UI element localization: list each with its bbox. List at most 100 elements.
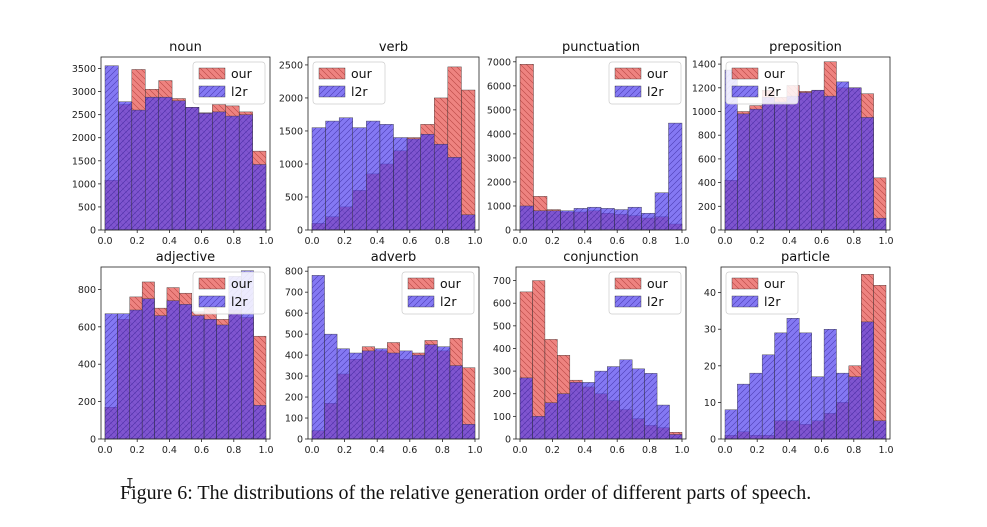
- l2r-bar-hatch: [786, 96, 800, 230]
- l2r-bar-hatch: [225, 116, 240, 230]
- y-tick-label: 200: [78, 397, 96, 408]
- l2r-bar-hatch: [434, 144, 448, 230]
- x-tick-label: 0.4: [162, 445, 177, 456]
- x-tick-label: 0.8: [642, 445, 657, 456]
- l2r-bar-hatch: [594, 371, 608, 439]
- y-tick-label: 600: [698, 154, 716, 165]
- l2r-bar-hatch: [212, 111, 226, 230]
- l2r-bar-hatch: [462, 424, 475, 439]
- x-tick-label: 0.8: [435, 236, 450, 247]
- l2r-bar-hatch: [560, 210, 574, 230]
- l2r-bar-hatch: [557, 393, 570, 439]
- x-tick-label: 1.0: [674, 236, 689, 247]
- l2r-bar-hatch: [105, 65, 119, 230]
- l2r-bar-hatch: [737, 384, 750, 439]
- x-tick-label: 0.6: [402, 445, 417, 456]
- legend-label-l2r: l2r: [764, 84, 781, 99]
- l2r-bar-hatch: [749, 373, 763, 439]
- y-tick-label: 0: [710, 226, 716, 237]
- y-tick-label: 2500: [72, 110, 96, 121]
- l2r-bar-hatch: [848, 376, 862, 439]
- l2r-bar-hatch: [873, 218, 886, 230]
- panel-particle: 0 10 20 30 40 0.0 0.2 0.4 0.6 0.8 1.0 particle our l2…: [704, 250, 894, 456]
- l2r-bar-hatch: [657, 405, 670, 439]
- l2r-bar-hatch: [228, 276, 242, 439]
- x-tick-label: 0.0: [97, 236, 112, 247]
- x-tick-label: 0.2: [130, 445, 145, 456]
- our-bar-hatch: [520, 64, 534, 230]
- l2r-bar-hatch: [412, 355, 425, 439]
- l2r-bar-hatch: [461, 214, 475, 230]
- l2r-bar-hatch: [669, 434, 682, 439]
- l2r-bar-hatch: [312, 275, 325, 439]
- y-tick-label: 700: [493, 276, 511, 287]
- y-tick-label: 400: [78, 360, 96, 371]
- l2r-bar-hatch: [811, 90, 825, 230]
- y-tick-label: 1500: [279, 126, 303, 137]
- y-tick-label: 400: [698, 178, 716, 189]
- our-bar-hatch: [461, 90, 475, 231]
- l2r-bar-hatch: [799, 332, 812, 439]
- x-tick-label: 0.0: [304, 236, 319, 247]
- l2r-bar-hatch: [447, 157, 462, 230]
- y-tick-label: 3500: [72, 64, 96, 75]
- legend: our l2r: [401, 271, 475, 315]
- panel-title: preposition: [769, 40, 842, 55]
- l2r-bar-hatch: [158, 97, 173, 230]
- panel-conjunction: 0 100 200 300 400 500 600 700 0.0 0.2 0.4 0.6 0.8 1.0…: [493, 250, 690, 456]
- legend-swatch-hatch-l2r: [199, 86, 225, 97]
- x-tick-label: 0.2: [337, 445, 352, 456]
- l2r-bar-hatch: [131, 110, 146, 230]
- l2r-bar-hatch: [252, 164, 266, 230]
- l2r-bar-hatch: [179, 304, 192, 439]
- legend-swatch-hatch-our: [199, 278, 225, 289]
- panel-title: conjunction: [563, 250, 638, 265]
- legend: our l2r: [312, 61, 386, 105]
- x-tick-label: 0.2: [750, 445, 765, 456]
- y-tick-label: 200: [493, 389, 511, 400]
- l2r-bar-hatch: [520, 205, 534, 230]
- y-tick-label: 800: [285, 267, 303, 278]
- our-bar-hatch: [462, 367, 475, 439]
- x-tick-label: 0.6: [194, 445, 209, 456]
- panel-title: adverb: [371, 250, 417, 265]
- l2r-bar-hatch: [142, 298, 155, 439]
- x-tick-label: 0.2: [545, 445, 560, 456]
- l2r-bar-hatch: [325, 121, 340, 230]
- legend: our l2r: [725, 271, 799, 315]
- x-tick-label: 1.0: [674, 445, 689, 456]
- l2r-bar-hatch: [532, 416, 545, 439]
- l2r-bar-hatch: [632, 368, 645, 439]
- x-tick-label: 0.4: [370, 445, 385, 456]
- l2r-bar-hatch: [117, 313, 130, 439]
- x-tick-label: 1.0: [878, 445, 893, 456]
- l2r-bar-hatch: [861, 117, 874, 230]
- x-tick-label: 0.8: [226, 445, 241, 456]
- l2r-bar-hatch: [253, 405, 266, 439]
- x-tick-label: 0.4: [162, 236, 177, 247]
- x-tick-label: 1.0: [467, 445, 482, 456]
- y-tick-label: 400: [285, 351, 303, 362]
- l2r-bar-hatch: [424, 344, 438, 439]
- y-tick-label: 0: [90, 226, 96, 237]
- y-tick-label: 40: [704, 288, 716, 299]
- l2r-bar-hatch: [105, 313, 118, 439]
- axes-frame: [720, 56, 891, 231]
- y-tick-label: 3000: [72, 87, 96, 98]
- x-tick-label: 0.2: [750, 236, 765, 247]
- y-tick-label: 600: [78, 322, 96, 333]
- legend-swatch-hatch-l2r: [319, 86, 345, 97]
- l2r-bar-hatch: [762, 97, 775, 230]
- y-tick-label: 300: [493, 367, 511, 378]
- panel-adjective: 0 200 400 600 800 0.0 0.2 0.4 0.6 0.8 1.0 adjective…: [78, 250, 274, 456]
- l2r-bar-hatch: [836, 373, 849, 439]
- l2r-bar-hatch: [737, 113, 750, 230]
- x-tick-label: 0.6: [610, 236, 625, 247]
- l2r-bar-hatch: [129, 310, 143, 439]
- legend-label-l2r: l2r: [231, 84, 248, 99]
- l2r-bar-hatch: [836, 81, 849, 230]
- panel-title: verb: [379, 40, 408, 55]
- legend-label-our: our: [647, 66, 669, 81]
- legend-swatch-hatch-our: [732, 278, 758, 289]
